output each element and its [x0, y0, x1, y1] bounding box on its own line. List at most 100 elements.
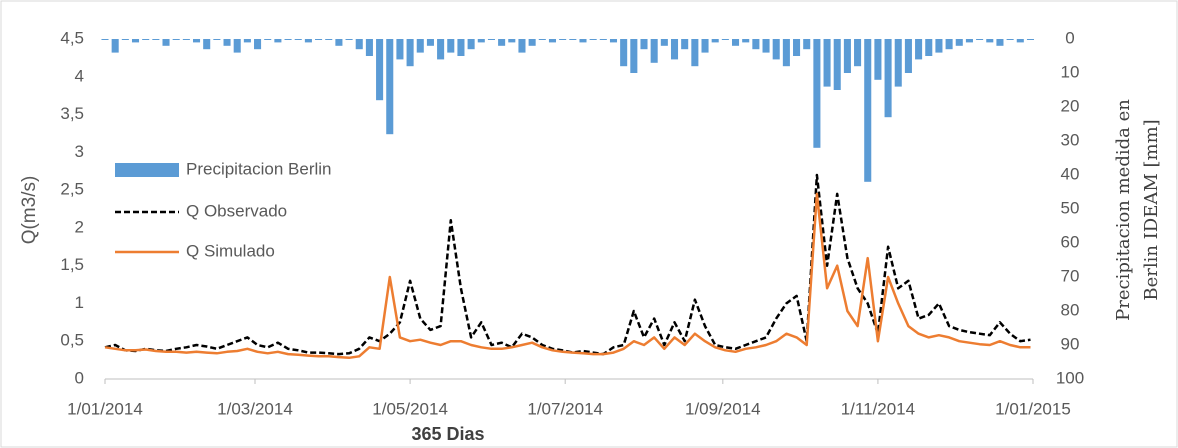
precip-bar — [538, 39, 546, 40]
y2-tick-label: 50 — [1061, 198, 1080, 217]
y2-tick-label: 70 — [1061, 266, 1080, 285]
precip-bar — [223, 39, 231, 46]
precip-bar — [833, 39, 841, 90]
y2-tick-label: 100 — [1056, 368, 1084, 387]
precip-bar — [996, 39, 1004, 46]
precip-bar — [620, 39, 628, 67]
y2-axis-title: Precipitacion medida en — [1113, 99, 1134, 321]
precip-bar — [152, 39, 160, 40]
precip-bar — [721, 39, 729, 40]
y2-tick-label: 80 — [1061, 300, 1080, 319]
y-tick-label: 1 — [75, 293, 84, 312]
x-tick-label: 1/09/2014 — [685, 399, 761, 418]
x-tick-label: 1/07/2014 — [527, 399, 603, 418]
precip-bar — [854, 39, 862, 67]
precip-bar — [192, 39, 201, 43]
precip-bar — [487, 39, 495, 40]
precip-bar — [732, 39, 740, 46]
y2-axis-title: Berlin IDEAM [mm] — [1141, 119, 1162, 300]
precip-bar — [1016, 39, 1024, 43]
precip-bar — [660, 39, 668, 46]
precip-bar — [508, 39, 516, 43]
legend-swatch — [115, 163, 179, 177]
precip-bar — [874, 39, 882, 80]
precip-bar — [691, 39, 699, 67]
precip-bar — [945, 39, 953, 50]
y2-tick-label: 30 — [1061, 130, 1080, 149]
legend-label: Q Observado — [186, 201, 287, 220]
precip-bar — [376, 39, 384, 101]
precip-bar — [976, 39, 984, 40]
precip-bar — [518, 39, 526, 53]
precip-bar — [925, 39, 933, 56]
precip-bar — [315, 39, 323, 40]
precip-bar — [467, 39, 475, 50]
precip-bar — [325, 39, 333, 40]
precip-bar — [782, 39, 790, 67]
y2-tick-label: 40 — [1061, 164, 1080, 183]
precip-bar — [396, 39, 404, 60]
precip-bar — [121, 39, 129, 40]
precip-bar — [142, 39, 150, 40]
y-tick-label: 2,5 — [60, 180, 84, 199]
precip-bar — [304, 39, 312, 43]
y-tick-label: 4,5 — [60, 28, 84, 47]
y-tick-label: 1,5 — [60, 255, 84, 274]
precip-bar — [772, 39, 780, 60]
precip-bar — [904, 39, 912, 73]
precip-bar — [101, 39, 109, 40]
y-tick-label: 4 — [75, 66, 84, 85]
x-tick-label: 1/03/2014 — [217, 399, 293, 418]
y2-tick-label: 20 — [1061, 96, 1080, 115]
precip-bar — [182, 39, 190, 40]
precip-bar — [386, 39, 394, 135]
precip-bar — [630, 39, 638, 73]
precip-bar — [681, 39, 689, 50]
precip-bar — [742, 39, 750, 43]
precip-bar — [915, 39, 923, 60]
precip-bar — [172, 39, 180, 40]
y-axis-title: Q(m3/s) — [19, 176, 40, 245]
legend-label: Q Simulado — [186, 241, 275, 260]
precip-bar — [528, 39, 536, 46]
x-tick-label: 1/01/2014 — [67, 399, 143, 418]
precip-bar — [213, 39, 221, 40]
precip-bar — [498, 39, 506, 46]
precip-bar — [548, 39, 557, 43]
precip-bar — [752, 39, 760, 50]
precip-bar — [813, 39, 821, 148]
precip-bar — [131, 39, 140, 43]
precip-bar — [294, 39, 302, 40]
precip-bar — [701, 39, 709, 53]
y-tick-label: 0 — [75, 368, 84, 387]
precip-bar — [986, 39, 994, 43]
precip-bar — [609, 39, 618, 43]
precip-bar — [711, 39, 719, 43]
precip-bar — [1026, 39, 1034, 40]
precip-bar — [955, 39, 963, 46]
precip-bar — [162, 39, 170, 46]
precip-bar — [477, 39, 485, 43]
precip-bar — [111, 39, 119, 53]
precip-bar — [670, 39, 679, 60]
y-tick-label: 3 — [75, 142, 84, 161]
y2-tick-label: 0 — [1065, 28, 1074, 47]
precip-bar — [437, 39, 445, 60]
precip-bar — [884, 39, 892, 118]
x-tick-label: 1/05/2014 — [372, 399, 448, 418]
precip-bar — [589, 39, 597, 40]
legend-label: Precipitacion Berlin — [186, 159, 332, 178]
precip-bar — [274, 39, 282, 43]
precip-bar — [640, 39, 648, 50]
precip-bar — [864, 39, 872, 182]
y2-tick-label: 10 — [1061, 62, 1080, 81]
precip-bar — [843, 39, 851, 73]
precip-bar — [569, 39, 577, 40]
series-line — [104, 192, 1031, 360]
y2-tick-label: 90 — [1061, 334, 1080, 353]
precip-bar — [365, 39, 373, 56]
precip-bar — [203, 39, 211, 50]
precip-bar — [447, 39, 455, 53]
precip-bar — [243, 39, 251, 43]
y-tick-label: 3,5 — [60, 104, 84, 123]
